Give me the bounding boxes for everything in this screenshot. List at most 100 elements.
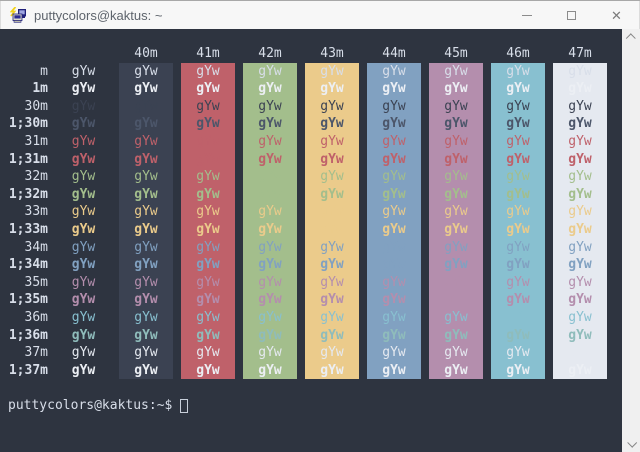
cell-34m-40m: gYw (119, 238, 173, 257)
cell-1;37m-46m: gYw (491, 361, 545, 380)
cell-1m-41m: gYw (181, 80, 235, 98)
row-label: 37m (24, 345, 48, 361)
cell-36m-40m: gYw (119, 308, 173, 327)
cell-1;31m-43m: gYw (305, 150, 359, 169)
row-label: 1;36m (8, 327, 48, 343)
cell-m-43m: gYw (305, 62, 359, 81)
cell-1;32m-46m: gYw (491, 185, 545, 204)
cell-37m-44m: gYw (367, 344, 421, 362)
cell-37m-45m: gYw (429, 344, 483, 362)
cell-1;33m-47m: gYw (553, 220, 607, 239)
scrollbar[interactable] (622, 29, 640, 452)
cell-1;31m-44m: gYw (367, 150, 421, 169)
cell-1;36m-47m: gYw (553, 326, 607, 345)
shell-prompt: puttycolors@kaktus:~$ (8, 397, 173, 413)
color-row-1;33m: 1;33m gYw gYw gYw gYw gYw gYw gYw gYw gYw (8, 220, 622, 239)
cell-34m-45m: gYw (429, 238, 483, 257)
cell-30m-46m: gYw (491, 97, 545, 116)
chevron-down-icon (626, 437, 637, 448)
cell-37m-41m: gYw (181, 344, 235, 362)
cell-default-bg: gYw (71, 169, 96, 185)
cell-1;31m-40m: gYw (119, 150, 173, 169)
terminal-content: 40m 41m 42m 43m 44m 45m 46m 47m m gYw gYw gYw gYw gYw… (8, 45, 622, 380)
cell-36m-46m: gYw (491, 308, 545, 327)
cell-1;32m-41m: gYw (181, 185, 235, 204)
putty-icon[interactable] (10, 7, 27, 23)
cell-36m-41m: gYw (181, 308, 235, 327)
cell-1;34m-42m: gYw (243, 256, 297, 274)
minimize-button[interactable] (504, 1, 549, 29)
cell-1;35m-44m: gYw (367, 291, 421, 309)
column-header-41m: 41m (196, 46, 220, 61)
cell-default-bg: gYw (71, 239, 96, 255)
cell-31m-45m: gYw (429, 132, 483, 151)
row-label: 1;37m (8, 362, 48, 378)
scroll-down-button[interactable] (622, 435, 640, 452)
color-row-1m: 1m gYw gYw gYw gYw gYw gYw gYw gYw gYw (8, 80, 622, 98)
cell-m-42m: gYw (243, 62, 297, 81)
window-controls: ✕ (504, 1, 639, 29)
cell-default-bg: gYw (71, 81, 96, 97)
cell-30m-40m: gYw (119, 97, 173, 116)
cell-1;31m-45m: gYw (429, 150, 483, 169)
row-label: 32m (24, 169, 48, 185)
window-title: puttycolors@kaktus: ~ (34, 7, 163, 23)
terminal-screen[interactable]: 40m 41m 42m 43m 44m 45m 46m 47m m gYw gYw gYw gYw gYw… (0, 29, 622, 452)
cell-31m-40m: gYw (119, 132, 173, 151)
cell-1m-43m: gYw (305, 80, 359, 98)
cell-default-bg: gYw (71, 327, 96, 343)
cell-1;37m-47m: gYw (553, 361, 607, 380)
color-row-31m: 31m gYw gYw gYw gYw gYw gYw gYw gYw gYw (8, 132, 622, 151)
color-row-m: m gYw gYw gYw gYw gYw gYw gYw gYw gYw (8, 62, 622, 81)
cell-32m-43m: gYw (305, 168, 359, 186)
cell-1;36m-42m: gYw (243, 326, 297, 345)
cell-1m-40m: gYw (119, 80, 173, 98)
cell-1;34m-47m: gYw (553, 256, 607, 274)
cell-1;30m-43m: gYw (305, 115, 359, 133)
column-header-46m: 46m (506, 46, 530, 61)
cell-34m-44m: gYw (367, 238, 421, 257)
row-label: 33m (24, 204, 48, 220)
color-row-32m: 32m gYw gYw gYw gYw gYw gYw gYw gYw gYw (8, 168, 622, 186)
column-header-40m: 40m (134, 46, 158, 61)
cell-1;36m-41m: gYw (181, 326, 235, 345)
color-row-1;35m: 1;35m gYw gYw gYw gYw gYw gYw gYw gYw gYw (8, 291, 622, 309)
cell-m-44m: gYw (367, 62, 421, 81)
cell-1;34m-41m: gYw (181, 256, 235, 274)
scroll-up-button[interactable] (622, 29, 640, 46)
cell-32m-42m: gYw (243, 168, 297, 186)
chevron-up-icon (625, 33, 636, 44)
cell-default-bg: gYw (71, 204, 96, 220)
row-label: 31m (24, 133, 48, 149)
cell-default-bg: gYw (71, 133, 96, 149)
cell-1;36m-40m: gYw (119, 326, 173, 345)
row-label: 34m (24, 239, 48, 255)
cell-35m-40m: gYw (119, 273, 173, 292)
cell-default-bg: gYw (71, 309, 96, 325)
cell-default-bg: gYw (71, 186, 96, 202)
cell-1;35m-41m: gYw (181, 291, 235, 309)
cell-1;37m-40m: gYw (119, 361, 173, 380)
row-label: m (40, 63, 48, 79)
cell-1;33m-43m: gYw (305, 220, 359, 239)
cell-31m-46m: gYw (491, 132, 545, 151)
cell-1;33m-41m: gYw (181, 220, 235, 239)
cell-1;34m-45m: gYw (429, 256, 483, 274)
cell-34m-42m: gYw (243, 238, 297, 257)
cell-m-41m: gYw (181, 62, 235, 81)
cell-32m-41m: gYw (181, 168, 235, 186)
cell-default-bg: gYw (71, 151, 96, 167)
cell-1;30m-44m: gYw (367, 115, 421, 133)
cell-default-bg: gYw (71, 362, 96, 378)
cell-default-bg: gYw (71, 292, 96, 308)
close-button[interactable]: ✕ (594, 1, 639, 29)
cell-34m-46m: gYw (491, 238, 545, 257)
cell-1;32m-42m: gYw (243, 185, 297, 204)
color-row-1;34m: 1;34m gYw gYw gYw gYw gYw gYw gYw gYw gYw (8, 256, 622, 274)
column-header-47m: 47m (568, 46, 592, 61)
maximize-button[interactable] (549, 1, 594, 29)
cell-31m-44m: gYw (367, 132, 421, 151)
cell-34m-43m: gYw (305, 238, 359, 257)
cell-1;30m-47m: gYw (553, 115, 607, 133)
cell-35m-42m: gYw (243, 273, 297, 292)
